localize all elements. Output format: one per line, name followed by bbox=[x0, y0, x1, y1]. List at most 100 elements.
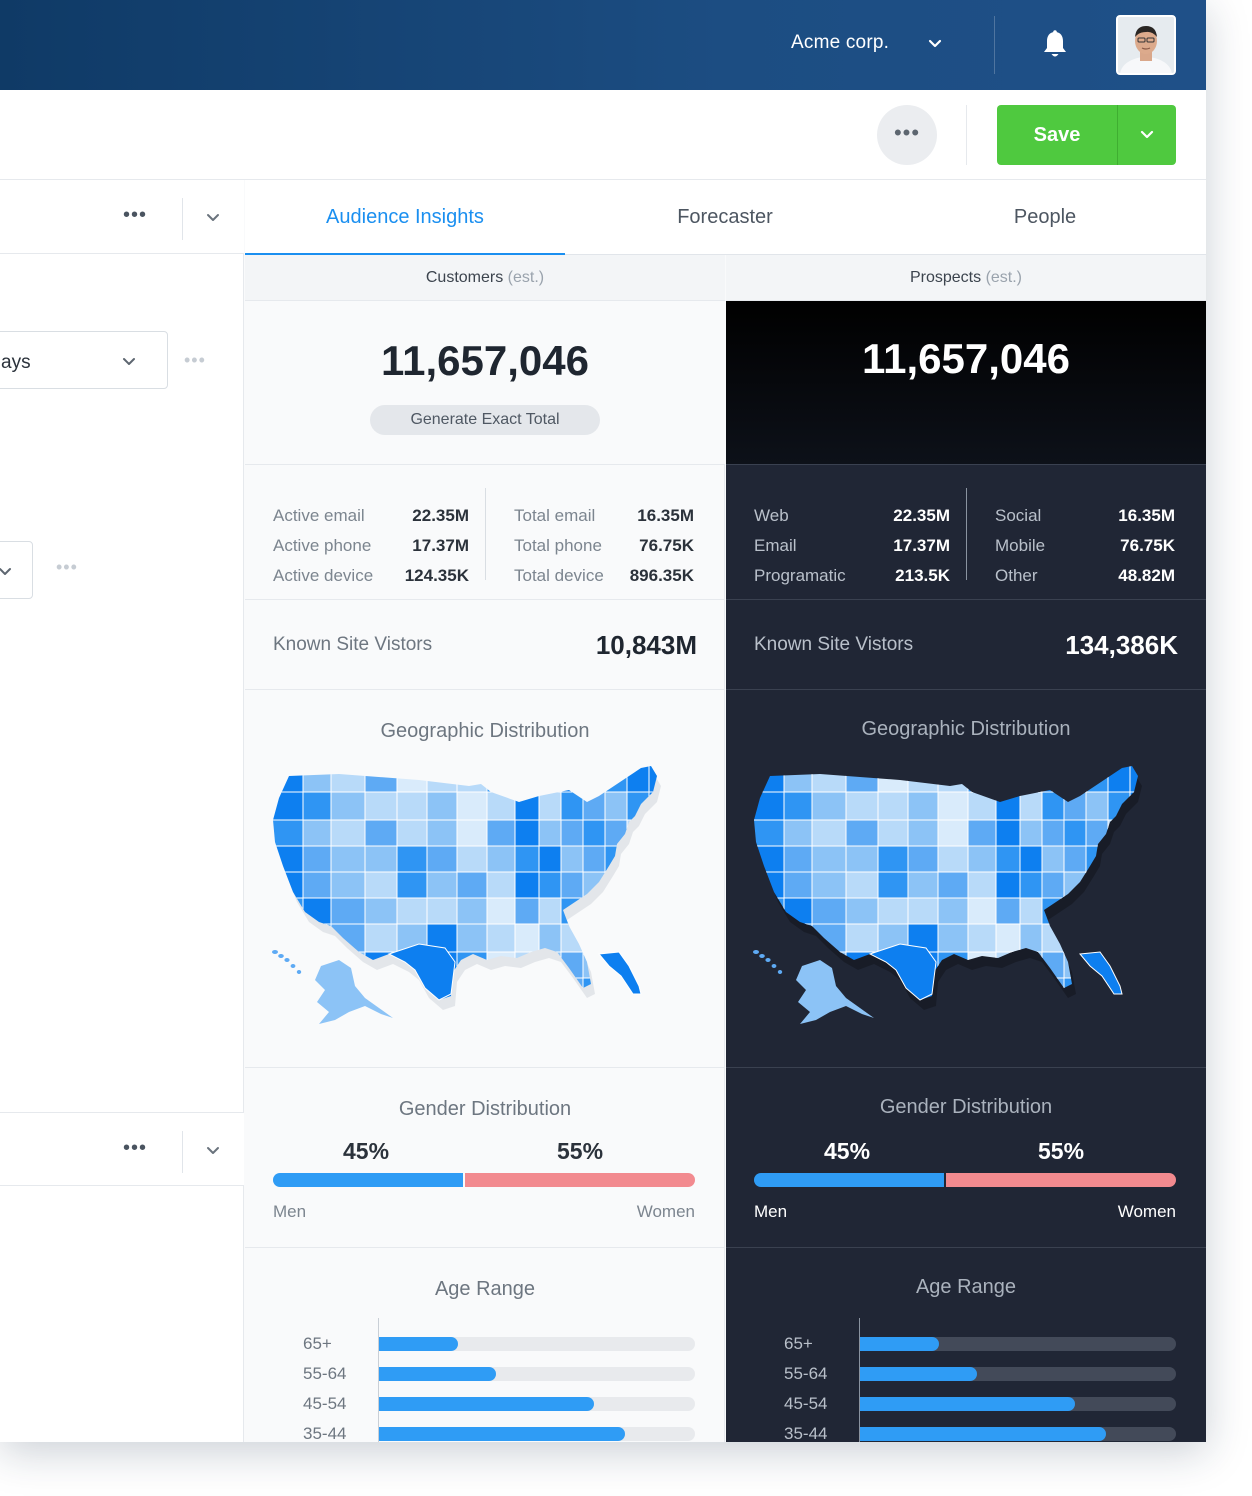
save-options-button[interactable] bbox=[1117, 105, 1176, 165]
map-state-region[interactable] bbox=[486, 819, 516, 847]
map-state-region[interactable] bbox=[648, 762, 669, 793]
map-state-region[interactable] bbox=[486, 897, 516, 925]
map-state-region[interactable] bbox=[811, 871, 847, 899]
map-state-region[interactable] bbox=[1041, 977, 1065, 1002]
map-state-region[interactable] bbox=[995, 845, 1021, 873]
map-state-region[interactable] bbox=[783, 845, 813, 873]
map-state-region[interactable] bbox=[1041, 923, 1065, 953]
generate-exact-total-button[interactable]: Generate Exact Total bbox=[370, 405, 600, 435]
map-state-region[interactable] bbox=[845, 897, 879, 925]
map-state-region[interactable] bbox=[330, 897, 366, 925]
map-state-region[interactable] bbox=[364, 845, 398, 873]
map-state-region[interactable] bbox=[648, 923, 669, 953]
avatar[interactable] bbox=[1116, 15, 1176, 75]
map-state-region[interactable] bbox=[995, 977, 1021, 1002]
map-state-region[interactable] bbox=[456, 923, 488, 953]
map-state-region[interactable] bbox=[514, 923, 540, 953]
map-state-region[interactable] bbox=[1019, 871, 1043, 899]
map-state-region[interactable] bbox=[582, 845, 606, 873]
map-state-region[interactable] bbox=[426, 845, 458, 873]
map-state-region[interactable] bbox=[1107, 897, 1131, 925]
map-state-region[interactable] bbox=[1085, 897, 1109, 925]
org-switcher-label[interactable]: Acme corp. bbox=[791, 32, 890, 53]
map-state-region[interactable] bbox=[967, 897, 997, 925]
map-state-region[interactable] bbox=[626, 762, 650, 793]
map-state-region[interactable] bbox=[315, 960, 393, 1024]
map-state-region[interactable] bbox=[777, 970, 783, 974]
map-state-region[interactable] bbox=[486, 923, 516, 953]
map-state-region[interactable] bbox=[811, 791, 847, 821]
map-state-region[interactable] bbox=[604, 977, 628, 1002]
map-state-region[interactable] bbox=[750, 819, 785, 847]
map-state-region[interactable] bbox=[648, 845, 669, 873]
map-state-region[interactable] bbox=[456, 977, 488, 1002]
row-more-button[interactable]: ••• bbox=[56, 557, 78, 577]
map-state-region[interactable] bbox=[995, 762, 1021, 793]
map-state-region[interactable] bbox=[269, 923, 304, 953]
map-state-region[interactable] bbox=[907, 897, 939, 925]
map-state-region[interactable] bbox=[560, 923, 584, 953]
map-state-region[interactable] bbox=[868, 943, 937, 1001]
map-state-region[interactable] bbox=[937, 977, 969, 1002]
map-state-region[interactable] bbox=[538, 897, 562, 925]
map-state-region[interactable] bbox=[845, 762, 879, 793]
map-state-region[interactable] bbox=[396, 871, 428, 899]
map-state-region[interactable] bbox=[364, 923, 398, 953]
map-state-region[interactable] bbox=[1019, 845, 1043, 873]
map-state-region[interactable] bbox=[1019, 923, 1043, 953]
map-state-region[interactable] bbox=[750, 791, 785, 821]
map-state-region[interactable] bbox=[330, 871, 366, 899]
map-state-region[interactable] bbox=[845, 791, 879, 821]
map-state-region[interactable] bbox=[302, 791, 332, 821]
map-state-region[interactable] bbox=[907, 791, 939, 821]
map-state-region[interactable] bbox=[538, 977, 562, 1002]
map-state-region[interactable] bbox=[1041, 845, 1065, 873]
map-state-region[interactable] bbox=[396, 819, 428, 847]
map-state-region[interactable] bbox=[1041, 791, 1065, 821]
map-state-region[interactable] bbox=[514, 791, 540, 821]
map-state-region[interactable] bbox=[514, 977, 540, 1002]
map-state-region[interactable] bbox=[1085, 762, 1109, 793]
map-state-region[interactable] bbox=[560, 845, 584, 873]
map-state-region[interactable] bbox=[967, 871, 997, 899]
map-state-region[interactable] bbox=[1019, 897, 1043, 925]
map-state-region[interactable] bbox=[783, 897, 813, 925]
us-map[interactable] bbox=[269, 762, 699, 1042]
map-state-region[interactable] bbox=[1019, 791, 1043, 821]
map-state-region[interactable] bbox=[486, 845, 516, 873]
map-state-region[interactable] bbox=[514, 897, 540, 925]
map-state-region[interactable] bbox=[648, 951, 669, 979]
map-state-region[interactable] bbox=[1129, 923, 1150, 953]
map-state-region[interactable] bbox=[396, 791, 428, 821]
map-state-region[interactable] bbox=[582, 819, 606, 847]
map-state-region[interactable] bbox=[364, 791, 398, 821]
map-state-region[interactable] bbox=[604, 923, 628, 953]
chevron-down-icon[interactable] bbox=[205, 210, 221, 226]
map-state-region[interactable] bbox=[560, 791, 584, 821]
map-state-region[interactable] bbox=[937, 791, 969, 821]
more-options-button[interactable]: ••• bbox=[877, 105, 937, 165]
map-state-region[interactable] bbox=[1019, 762, 1043, 793]
map-state-region[interactable] bbox=[1079, 951, 1123, 995]
map-state-region[interactable] bbox=[290, 964, 296, 968]
map-state-region[interactable] bbox=[1019, 977, 1043, 1002]
map-state-region[interactable] bbox=[995, 819, 1021, 847]
map-state-region[interactable] bbox=[811, 845, 847, 873]
map-state-region[interactable] bbox=[486, 871, 516, 899]
map-state-region[interactable] bbox=[811, 897, 847, 925]
map-state-region[interactable] bbox=[396, 897, 428, 925]
map-state-region[interactable] bbox=[1129, 871, 1150, 899]
map-state-region[interactable] bbox=[937, 897, 969, 925]
map-state-region[interactable] bbox=[783, 762, 813, 793]
panel-more-button[interactable]: ••• bbox=[123, 1137, 148, 1159]
map-state-region[interactable] bbox=[750, 845, 785, 873]
map-state-region[interactable] bbox=[302, 819, 332, 847]
us-map[interactable] bbox=[750, 762, 1180, 1042]
tab-audience-insights[interactable]: Audience Insights bbox=[245, 180, 565, 256]
map-state-region[interactable] bbox=[272, 950, 278, 954]
map-state-region[interactable] bbox=[750, 977, 785, 1002]
map-state-region[interactable] bbox=[907, 871, 939, 899]
map-state-region[interactable] bbox=[364, 897, 398, 925]
map-state-region[interactable] bbox=[626, 897, 650, 925]
map-state-region[interactable] bbox=[750, 871, 785, 899]
